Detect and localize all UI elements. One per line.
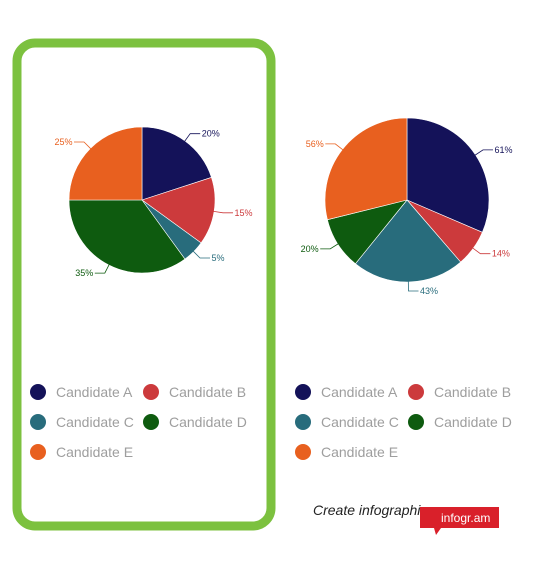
legend1-swatch-candidate-b xyxy=(143,384,159,400)
badge-shape xyxy=(420,507,499,535)
legend1-swatch-candidate-d xyxy=(143,414,159,430)
branding[interactable]: Create infographics infogr.am xyxy=(313,502,499,535)
legend1-label-candidate-a: Candidate A xyxy=(56,384,133,400)
pie2-leader-candidate-c xyxy=(407,279,419,292)
pie2-leader-candidate-b xyxy=(471,246,491,255)
pie2-label-candidate-e: 56% xyxy=(306,139,324,149)
pie1-leader-candidate-a xyxy=(183,133,201,143)
legend-chart-2: Candidate A Candidate B Candidate C Candida… xyxy=(295,384,512,460)
pie-chart-2[interactable]: 61% 14% 43% 20% 56% xyxy=(301,117,513,296)
legend2-label-candidate-c: Candidate C xyxy=(321,414,399,430)
pie2-label-candidate-b: 14% xyxy=(492,249,510,259)
legend2-item-candidate-e[interactable]: Candidate E xyxy=(295,444,398,460)
legend2-item-candidate-b[interactable]: Candidate B xyxy=(408,384,511,400)
pie2-label-candidate-a: 61% xyxy=(495,145,513,155)
legend2-swatch-candidate-b xyxy=(408,384,424,400)
legend1-swatch-candidate-c xyxy=(30,414,46,430)
legend1-item-candidate-c[interactable]: Candidate C xyxy=(30,414,134,430)
legend2-label-candidate-a: Candidate A xyxy=(321,384,398,400)
legend1-label-candidate-e: Candidate E xyxy=(56,444,133,460)
legend1-item-candidate-d[interactable]: Candidate D xyxy=(143,414,247,430)
pie1-leader-candidate-c xyxy=(191,249,210,259)
pie1-label-candidate-a: 20% xyxy=(202,129,220,139)
pie2-leader-candidate-e xyxy=(325,143,345,152)
pie2-leader-candidate-d xyxy=(320,242,340,250)
pie-chart-1[interactable]: 20% 15% 5% 35% 25% xyxy=(54,126,253,278)
legend2-item-candidate-a[interactable]: Candidate A xyxy=(295,384,398,400)
legend2-item-candidate-d[interactable]: Candidate D xyxy=(408,414,512,430)
legend1-label-candidate-c: Candidate C xyxy=(56,414,134,430)
legend1-item-candidate-a[interactable]: Candidate A xyxy=(30,384,133,400)
legend-chart-1: Candidate A Candidate B Candidate C Candida… xyxy=(30,384,247,460)
legend2-label-candidate-b: Candidate B xyxy=(434,384,511,400)
legend2-label-candidate-d: Candidate D xyxy=(434,414,512,430)
pie2-leader-candidate-a xyxy=(473,149,493,157)
pie2-label-candidate-c: 43% xyxy=(420,286,438,296)
pie1-slice-candidate-e[interactable] xyxy=(68,126,143,201)
pie1-label-candidate-c: 5% xyxy=(212,253,225,263)
legend2-swatch-candidate-e xyxy=(295,444,311,460)
legend1-label-candidate-d: Candidate D xyxy=(169,414,247,430)
pie1-leader-candidate-d xyxy=(94,263,111,274)
legend2-swatch-candidate-d xyxy=(408,414,424,430)
branding-tagline: Create infographics xyxy=(313,502,434,518)
legend1-item-candidate-b[interactable]: Candidate B xyxy=(143,384,246,400)
legend1-swatch-candidate-a xyxy=(30,384,46,400)
pie1-label-candidate-e: 25% xyxy=(54,137,72,147)
legend1-swatch-candidate-e xyxy=(30,444,46,460)
selected-chart-border[interactable] xyxy=(12,38,276,531)
pie1-leader-candidate-e xyxy=(74,141,93,151)
legend1-label-candidate-b: Candidate B xyxy=(169,384,246,400)
pie2-label-candidate-d: 20% xyxy=(301,244,319,254)
pie1-leader-candidate-b xyxy=(212,210,233,214)
legend2-swatch-candidate-a xyxy=(295,384,311,400)
branding-badge: infogr.am xyxy=(441,511,490,525)
legend2-item-candidate-c[interactable]: Candidate C xyxy=(295,414,399,430)
legend2-swatch-candidate-c xyxy=(295,414,311,430)
legend2-label-candidate-e: Candidate E xyxy=(321,444,398,460)
legend1-item-candidate-e[interactable]: Candidate E xyxy=(30,444,133,460)
pie1-label-candidate-b: 15% xyxy=(235,208,253,218)
pie1-label-candidate-d: 35% xyxy=(75,268,93,278)
